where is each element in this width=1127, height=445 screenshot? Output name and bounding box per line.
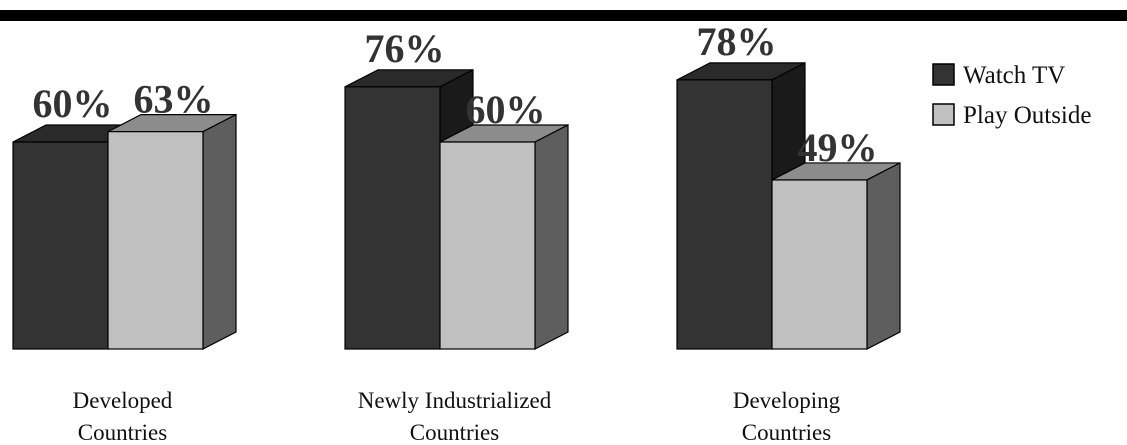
- bar-play-outside-0: [108, 132, 203, 349]
- legend-label-watch-tv: Watch TV: [963, 62, 1065, 89]
- legend-label-play-outside: Play Outside: [963, 102, 1091, 129]
- bar-watch-tv-0: [13, 142, 108, 349]
- value-label-play-outside-0: 63%: [134, 77, 214, 122]
- category-label-2-line-1: Countries: [742, 420, 831, 445]
- legend-swatch-play-outside: [933, 104, 954, 125]
- bar-side-play-outside-2: [867, 163, 900, 349]
- category-label-1-line-1: Countries: [410, 420, 499, 445]
- bar-play-outside-2: [772, 180, 867, 349]
- value-label-watch-tv-0: 60%: [33, 81, 113, 126]
- legend: Watch TV Play Outside: [933, 62, 1091, 129]
- category-label-0-line-0: Developed: [73, 388, 173, 413]
- top-rule: [0, 10, 1127, 21]
- category-label-0-line-1: Countries: [78, 420, 167, 445]
- value-label-play-outside-2: 49%: [798, 125, 878, 170]
- category-label-1-line-0: Newly Industrialized: [358, 388, 552, 413]
- bar-side-play-outside-1: [535, 125, 568, 349]
- category-label-2-line-0: Developing: [733, 388, 841, 413]
- legend-swatch-watch-tv: [933, 64, 954, 85]
- bar-watch-tv-2: [677, 80, 772, 349]
- bar-play-outside-1: [440, 142, 535, 349]
- value-label-watch-tv-1: 76%: [365, 26, 445, 71]
- bar-side-play-outside-0: [203, 115, 236, 349]
- bars-group: 60% 63% Developed Countries 76% 60% Newly Indu…: [13, 19, 900, 445]
- value-label-watch-tv-2: 78%: [697, 19, 777, 64]
- value-label-play-outside-1: 60%: [466, 87, 546, 132]
- bar-watch-tv-1: [345, 87, 440, 349]
